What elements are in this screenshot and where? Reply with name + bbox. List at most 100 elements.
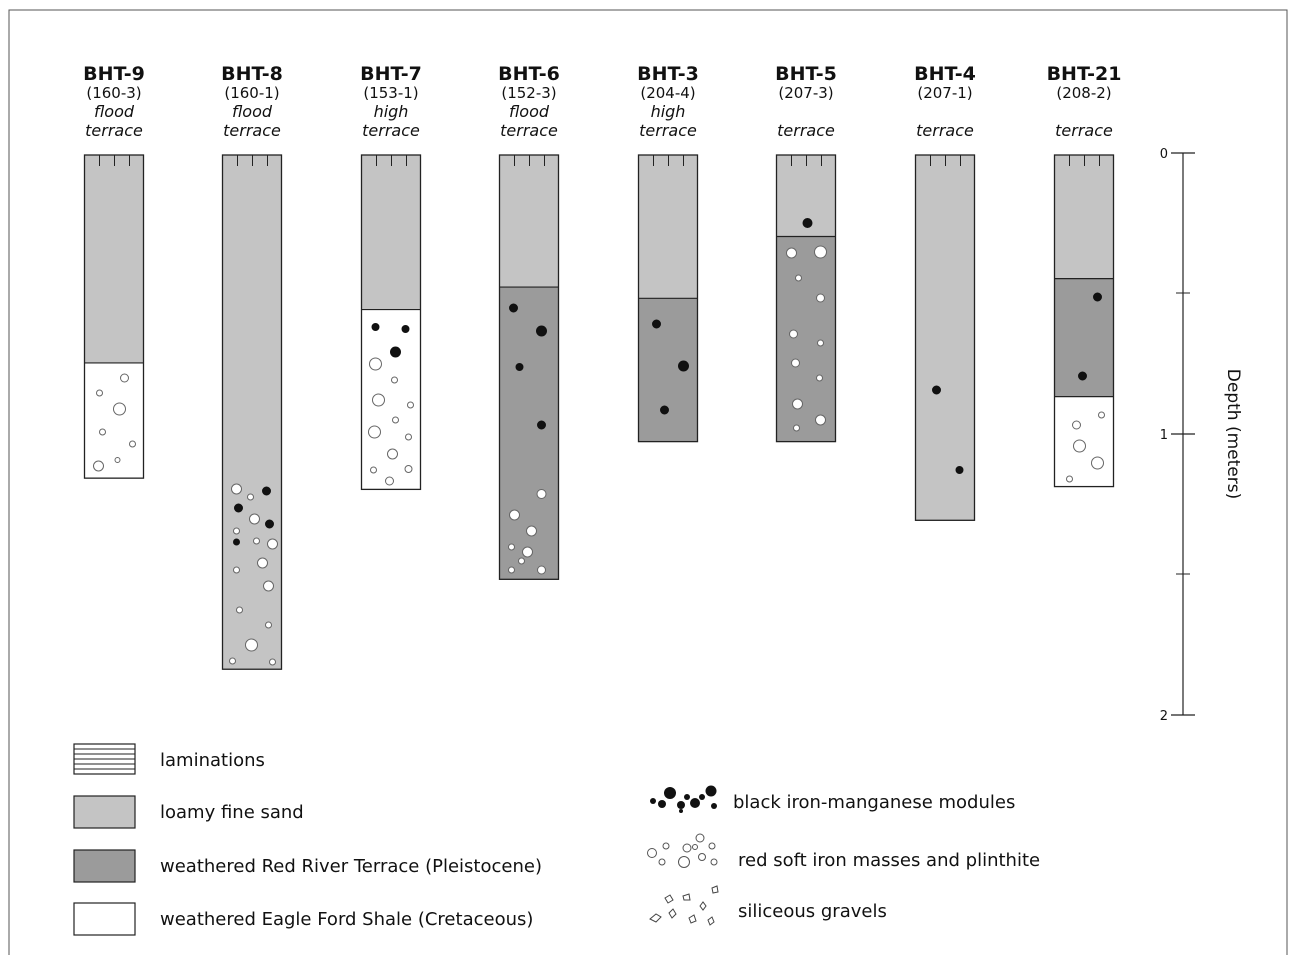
iron-mass xyxy=(789,329,798,339)
legend-item-laminations: laminations xyxy=(73,743,265,775)
layer-loamy-fine-sand xyxy=(222,155,282,670)
iron-mass xyxy=(1066,475,1073,483)
iron-mass xyxy=(265,621,272,629)
iron-mass xyxy=(792,398,803,410)
iron-mass xyxy=(407,401,414,409)
column-id: (160-3) xyxy=(86,84,141,102)
red-masses-symbol xyxy=(647,833,718,868)
column-id: (153-1) xyxy=(363,84,418,102)
column-bht-9 xyxy=(83,154,145,479)
iron-mass xyxy=(93,460,104,472)
legend-item-red-river-terrace: weathered Red River Terrace (Pleistocene… xyxy=(73,849,542,883)
column-desc-2: terrace xyxy=(223,121,281,140)
layer-red-river-terrace xyxy=(638,298,698,442)
black-nodule xyxy=(371,323,380,331)
column-desc-1: flood xyxy=(232,102,273,121)
iron-mass xyxy=(392,416,399,424)
legend-label: black iron-manganese modules xyxy=(733,792,1015,813)
legend-item-black-nodules: black iron-manganese modules xyxy=(650,785,1015,813)
iron-mass xyxy=(269,658,276,666)
legend-item-siliceous-gravels: siliceous gravels xyxy=(649,885,887,926)
iron-mass xyxy=(113,402,126,416)
iron-mass xyxy=(249,513,260,525)
legend-label: laminations xyxy=(160,750,265,771)
iron-mass xyxy=(1072,420,1081,430)
black-nodule xyxy=(660,405,669,415)
iron-mass xyxy=(816,374,823,382)
column-titles: BHT-9 (160-3) flood terrace BHT-8 (160-1… xyxy=(83,63,1121,140)
iron-mass xyxy=(537,565,546,575)
iron-mass xyxy=(229,657,236,665)
layer-eagle-ford-shale xyxy=(84,362,144,479)
black-nodule xyxy=(536,325,547,337)
iron-mass xyxy=(263,580,274,592)
column-name: BHT-3 xyxy=(637,63,699,85)
iron-mass xyxy=(233,566,240,574)
iron-mass xyxy=(231,483,242,495)
column-desc-1: high xyxy=(374,102,409,121)
column-name: BHT-5 xyxy=(775,63,837,85)
iron-mass xyxy=(385,476,394,486)
depth-tick-label: 0 xyxy=(1160,147,1168,162)
legend-label: loamy fine sand xyxy=(160,802,304,823)
iron-mass xyxy=(387,448,398,460)
layer-loamy-fine-sand xyxy=(84,155,144,363)
black-nodule xyxy=(234,503,243,513)
column-id: (208-2) xyxy=(1056,84,1111,102)
column-desc-2: terrace xyxy=(1055,121,1113,140)
column-title-bht-9: BHT-9 (160-3) flood terrace xyxy=(83,63,145,140)
loamy-fine-sand-swatch xyxy=(73,795,136,829)
column-desc-2: terrace xyxy=(85,121,143,140)
siliceous-gravels-symbol xyxy=(649,885,719,926)
column-title-bht-4: BHT-4 (207-1) terrace xyxy=(914,63,976,140)
eagle-ford-shale-swatch xyxy=(73,902,136,936)
black-nodule xyxy=(265,519,274,529)
legend-item-eagle-ford-shale: weathered Eagle Ford Shale (Cretaceous) xyxy=(73,902,533,936)
column-title-bht-21: BHT-21 (208-2) terrace xyxy=(1047,63,1122,140)
column-desc-2: terrace xyxy=(916,121,974,140)
iron-mass xyxy=(815,414,826,426)
iron-mass xyxy=(795,274,802,282)
legend-units: laminations loamy fine sand weathered Re… xyxy=(73,743,542,936)
soil-columns xyxy=(83,154,1115,670)
iron-mass xyxy=(1098,411,1105,419)
column-desc-2: terrace xyxy=(500,121,558,140)
layer-loamy-fine-sand xyxy=(499,155,559,288)
column-bht-7 xyxy=(360,154,422,491)
iron-mass xyxy=(129,440,136,448)
legend-features: black iron-manganese modules red soft ir… xyxy=(647,785,1040,926)
iron-mass xyxy=(99,428,106,436)
column-title-bht-8: BHT-8 (160-1) flood terrace xyxy=(221,63,283,140)
legend-label: red soft iron masses and plinthite xyxy=(738,850,1040,871)
iron-mass xyxy=(522,546,533,558)
column-desc-1: flood xyxy=(94,102,135,121)
column-id: (207-3) xyxy=(778,84,833,102)
layer-eagle-ford-shale xyxy=(361,309,421,490)
layer-loamy-fine-sand xyxy=(1054,155,1114,279)
column-id: (204-4) xyxy=(640,84,695,102)
black-nodule xyxy=(955,466,964,474)
column-bht-4 xyxy=(914,154,976,521)
black-nodule xyxy=(1093,292,1102,302)
iron-mass xyxy=(257,557,268,569)
iron-mass xyxy=(791,358,800,368)
iron-mass xyxy=(508,566,515,574)
iron-mass xyxy=(267,538,278,550)
iron-mass xyxy=(404,465,413,473)
iron-mass xyxy=(236,606,243,614)
column-name: BHT-6 xyxy=(498,63,560,85)
figure-frame xyxy=(8,9,1288,955)
iron-mass xyxy=(114,457,121,463)
column-title-bht-6: BHT-6 (152-3) flood terrace xyxy=(498,63,560,140)
legend-label: siliceous gravels xyxy=(738,901,887,922)
column-id: (207-1) xyxy=(917,84,972,102)
layer-loamy-fine-sand xyxy=(915,155,975,521)
column-bht-5 xyxy=(775,154,837,443)
black-nodule xyxy=(401,325,410,333)
column-title-bht-3: BHT-3 (204-4) high terrace xyxy=(637,63,699,140)
depth-axis: 0 1 2 Depth (meters) xyxy=(1160,147,1243,724)
iron-mass xyxy=(786,247,797,259)
column-bht-3 xyxy=(637,154,699,443)
column-desc-2: terrace xyxy=(777,121,835,140)
black-nodule xyxy=(1078,371,1087,381)
